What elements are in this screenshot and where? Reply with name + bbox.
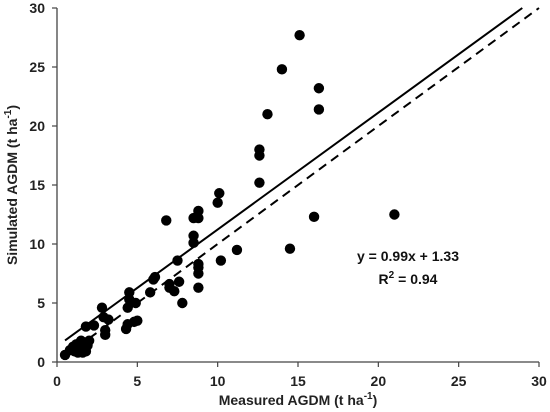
- data-point-15: [96, 302, 108, 313]
- x-tick-label-6: 30: [531, 373, 547, 389]
- data-point-50: [231, 244, 243, 256]
- data-point-37: [177, 297, 188, 309]
- data-point-26: [130, 297, 141, 309]
- y-axis-title-end: ): [4, 105, 20, 110]
- regression-line: [64, 7, 523, 342]
- y-tick-label-1: 5: [37, 295, 45, 311]
- x-tick-label-5: 25: [451, 373, 467, 389]
- data-point-22: [122, 302, 133, 313]
- data-point-39: [188, 230, 199, 241]
- data-point-27: [132, 315, 143, 326]
- data-point-56: [284, 243, 296, 254]
- data-point-54: [262, 109, 273, 120]
- data-point-46: [193, 205, 204, 217]
- data-point-58: [308, 211, 320, 223]
- regression-equation: y = 0.99x + 1.33: [357, 248, 459, 264]
- one-to-one-line: [64, 7, 540, 357]
- data-point-48: [214, 188, 225, 199]
- y-tick-label-6: 30: [29, 0, 45, 16]
- x-tick-label-4: 20: [371, 373, 387, 389]
- y-tick-label-4: 20: [29, 118, 45, 134]
- data-point-30: [149, 271, 161, 283]
- y-tick-label-2: 10: [29, 236, 45, 252]
- r-squared-label: R2 = 0.94: [379, 270, 438, 287]
- x-tick-label-0: 0: [53, 373, 61, 389]
- y-axis-title-sup: -1: [3, 109, 14, 118]
- r-squared-prefix: R: [379, 271, 389, 287]
- x-axis-title-sup: -1: [364, 391, 373, 402]
- data-point-61: [389, 209, 400, 220]
- data-points: [59, 29, 400, 361]
- data-point-53: [254, 144, 265, 155]
- y-tick-label-0: 0: [37, 354, 45, 370]
- data-point-51: [254, 177, 265, 188]
- y-axis-title: Simulated AGDM (t ha-1): [3, 105, 20, 265]
- r-squared-sup: 2: [389, 270, 395, 281]
- x-tick-label-1: 5: [133, 373, 141, 389]
- data-point-55: [276, 64, 288, 75]
- x-axis-title: Measured AGDM (t ha-1): [219, 391, 378, 408]
- data-point-19: [103, 314, 114, 325]
- x-axis-title-text: Measured AGDM (t ha: [219, 392, 364, 408]
- y-axis-title-text: Simulated AGDM (t ha: [4, 118, 20, 265]
- x-tick-label-2: 10: [210, 373, 226, 389]
- data-point-12: [83, 335, 95, 346]
- y-tick-label-3: 15: [29, 177, 45, 193]
- data-point-34: [169, 286, 180, 297]
- y-tick-label-5: 25: [29, 59, 45, 75]
- data-point-14: [88, 320, 100, 331]
- data-point-47: [212, 197, 223, 208]
- data-point-49: [215, 255, 227, 266]
- data-point-44: [193, 258, 204, 270]
- data-point-59: [313, 104, 325, 115]
- x-tick-label-3: 15: [290, 373, 306, 389]
- data-point-60: [313, 83, 325, 94]
- data-point-36: [173, 276, 185, 287]
- data-point-57: [294, 29, 305, 41]
- x-axis-title-end: ): [373, 392, 378, 408]
- data-point-41: [193, 282, 204, 293]
- axis-ticks: 0 5 10 15 20 25 30 0 5 10 15 20 25 30: [29, 0, 547, 389]
- r-squared-suffix: = 0.94: [394, 271, 437, 287]
- data-point-31: [161, 215, 172, 226]
